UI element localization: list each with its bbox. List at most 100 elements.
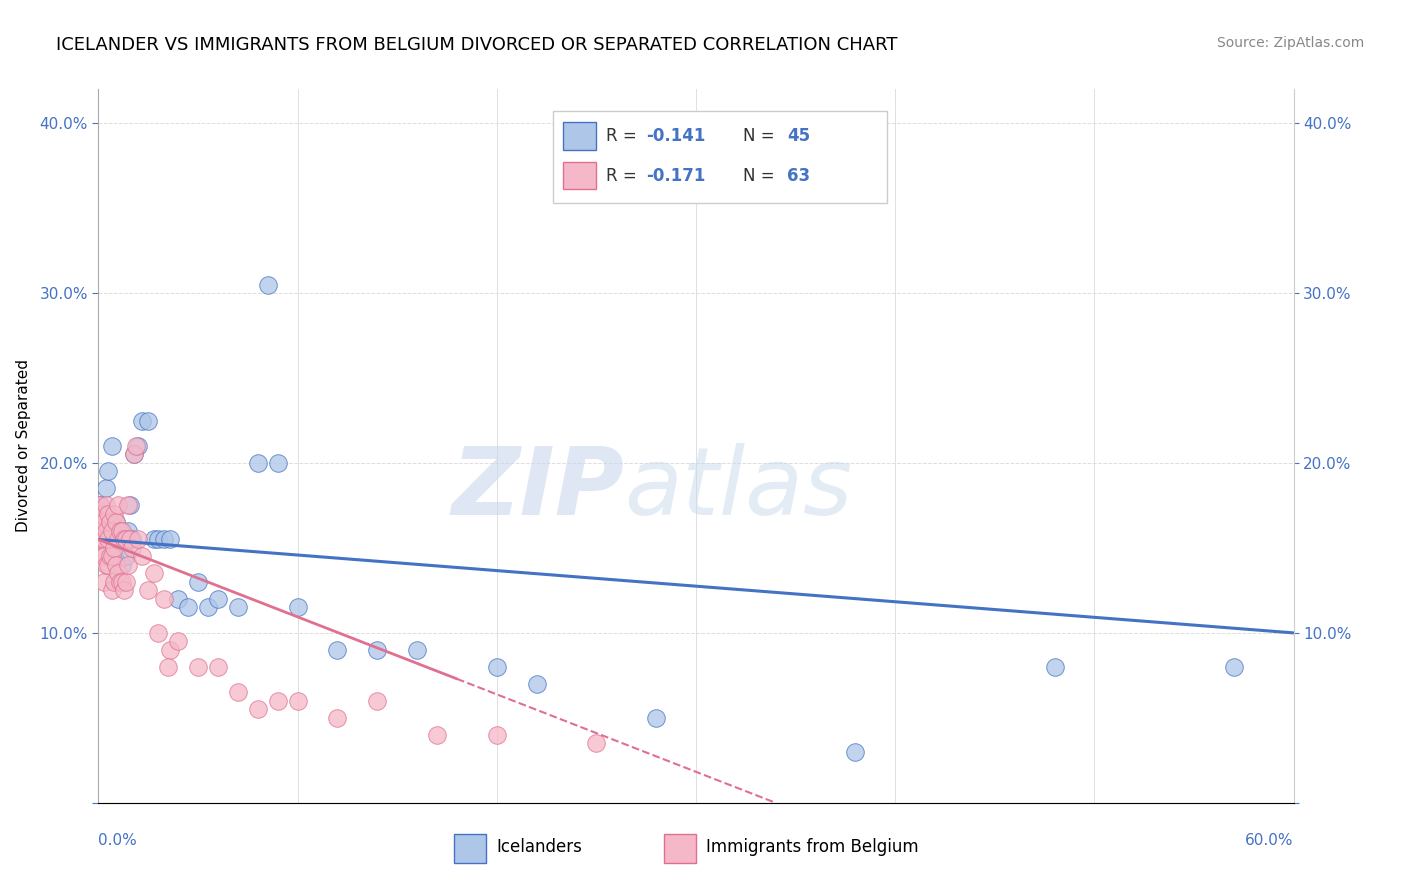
Point bbox=[127, 533, 149, 547]
Point bbox=[143, 566, 166, 581]
Point bbox=[117, 499, 139, 513]
Point bbox=[131, 413, 153, 427]
Point bbox=[1043, 660, 1066, 674]
Point bbox=[98, 516, 122, 530]
Point bbox=[97, 507, 120, 521]
Point bbox=[98, 533, 122, 547]
Point bbox=[207, 660, 229, 674]
Point bbox=[256, 277, 278, 292]
Point bbox=[136, 413, 159, 427]
Point bbox=[526, 677, 548, 691]
Point bbox=[287, 600, 309, 615]
Point bbox=[326, 711, 349, 725]
Point bbox=[111, 558, 134, 572]
Point bbox=[89, 516, 111, 530]
Text: ICELANDER VS IMMIGRANTS FROM BELGIUM DIVORCED OR SEPARATED CORRELATION CHART: ICELANDER VS IMMIGRANTS FROM BELGIUM DIV… bbox=[56, 36, 898, 54]
Point bbox=[143, 533, 166, 547]
Point bbox=[91, 549, 114, 564]
Text: ZIP: ZIP bbox=[451, 442, 624, 535]
Point bbox=[110, 524, 132, 538]
Point bbox=[127, 439, 149, 453]
Point bbox=[157, 660, 180, 674]
Point bbox=[125, 439, 148, 453]
Point bbox=[246, 702, 269, 716]
Point bbox=[89, 499, 111, 513]
Point bbox=[103, 549, 125, 564]
Point bbox=[107, 533, 129, 547]
Point bbox=[91, 524, 114, 538]
Point bbox=[103, 574, 125, 589]
Point bbox=[117, 524, 139, 538]
Point bbox=[287, 694, 309, 708]
Point bbox=[177, 600, 200, 615]
Point bbox=[112, 583, 135, 598]
Point bbox=[148, 533, 170, 547]
Point bbox=[96, 499, 118, 513]
Point bbox=[93, 549, 115, 564]
Point bbox=[93, 516, 115, 530]
Point bbox=[124, 448, 146, 462]
Point bbox=[91, 524, 114, 538]
Point bbox=[153, 533, 176, 547]
Point bbox=[366, 643, 388, 657]
Point bbox=[105, 516, 128, 530]
Point bbox=[115, 574, 138, 589]
Point bbox=[485, 660, 508, 674]
Point bbox=[115, 533, 138, 547]
Point bbox=[153, 591, 176, 606]
Point bbox=[159, 533, 181, 547]
Point bbox=[112, 533, 135, 547]
Text: atlas: atlas bbox=[624, 443, 852, 534]
Point bbox=[136, 583, 159, 598]
Point bbox=[103, 541, 125, 555]
Point bbox=[120, 533, 142, 547]
Point bbox=[1223, 660, 1246, 674]
Point bbox=[159, 643, 181, 657]
Point bbox=[645, 711, 668, 725]
Text: 60.0%: 60.0% bbox=[1246, 833, 1294, 848]
Point bbox=[105, 558, 128, 572]
Point bbox=[406, 643, 429, 657]
Point bbox=[197, 600, 219, 615]
Point bbox=[107, 499, 129, 513]
Point bbox=[96, 482, 118, 496]
Point bbox=[111, 524, 134, 538]
Point bbox=[110, 524, 132, 538]
Point bbox=[148, 626, 170, 640]
Point bbox=[111, 574, 134, 589]
Point bbox=[89, 533, 111, 547]
Point bbox=[97, 465, 120, 479]
Point bbox=[187, 574, 209, 589]
Point bbox=[121, 533, 143, 547]
Point bbox=[124, 448, 146, 462]
Point bbox=[101, 583, 124, 598]
Point bbox=[93, 533, 115, 547]
Point bbox=[93, 533, 115, 547]
Point bbox=[844, 745, 866, 759]
Point bbox=[107, 533, 129, 547]
Point bbox=[131, 549, 153, 564]
Point bbox=[93, 574, 115, 589]
Point bbox=[110, 574, 132, 589]
Point bbox=[246, 456, 269, 470]
Point bbox=[101, 549, 124, 564]
Text: Source: ZipAtlas.com: Source: ZipAtlas.com bbox=[1216, 36, 1364, 50]
Point bbox=[115, 549, 138, 564]
Point bbox=[585, 736, 607, 750]
Point bbox=[105, 516, 128, 530]
Point bbox=[96, 516, 118, 530]
Point bbox=[97, 558, 120, 572]
Point bbox=[167, 634, 190, 648]
Point bbox=[226, 600, 249, 615]
Y-axis label: Divorced or Separated: Divorced or Separated bbox=[17, 359, 31, 533]
Point bbox=[187, 660, 209, 674]
Point bbox=[366, 694, 388, 708]
Point bbox=[101, 524, 124, 538]
Point bbox=[91, 507, 114, 521]
Text: 0.0%: 0.0% bbox=[98, 833, 138, 848]
Point bbox=[103, 507, 125, 521]
Point bbox=[426, 728, 449, 742]
Point bbox=[267, 456, 290, 470]
Point bbox=[120, 499, 142, 513]
Point bbox=[97, 533, 120, 547]
